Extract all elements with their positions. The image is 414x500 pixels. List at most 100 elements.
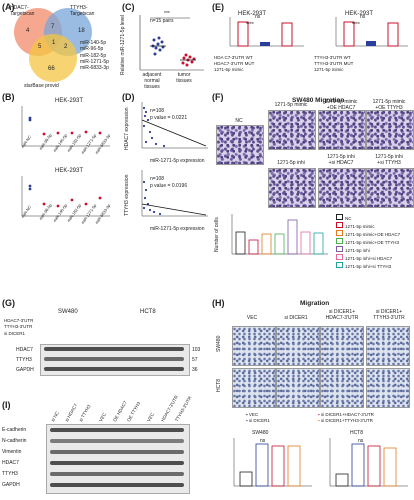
plot-d-bottom xyxy=(141,170,208,217)
venn-label-ttyh3: TTYH3- Targetscan xyxy=(70,5,95,17)
e-row: HDAC7-3'UTR MUT xyxy=(214,60,255,66)
d-bottom-ylabel: TTYH3 expression xyxy=(124,174,130,216)
f-img-inhi xyxy=(268,168,316,208)
f-legend-label: 1271-5p inhi xyxy=(345,248,370,254)
venn-n5: 1 xyxy=(52,40,56,46)
e-rows-right: TTYH3-3'UTR WT TTYH3-3'UTR MUT 1271-5p m… xyxy=(314,55,353,73)
i-protein: N-cadherin xyxy=(2,438,27,444)
d-bottom-n: n=108 xyxy=(150,176,165,182)
g-row: si DICER1 xyxy=(4,330,26,336)
f-legend-item: 1271-5p mimic+OE HDAC7 xyxy=(336,230,400,238)
f-legend-label: 1271-5p mimic xyxy=(345,224,375,230)
e-row: 1271-5p mimic xyxy=(314,66,344,72)
i-band xyxy=(50,461,184,465)
i-protein-labels: E-cadherin N-cadherin Vimentin HDAC7 TTY… xyxy=(2,425,26,491)
panel-label-a: (A) xyxy=(2,2,15,12)
f-img-mimic-hdac7 xyxy=(318,110,366,150)
h-legend-item: ▪ VEC xyxy=(246,412,259,417)
f-legend-label: 1271-5p mimic+OE HDAC7 xyxy=(345,232,401,238)
annot-c: n=15 pairs xyxy=(150,18,174,24)
plot-b-top xyxy=(21,106,110,147)
h-row-hct8: HCT8 xyxy=(216,378,222,392)
d-top-xlabel: miR-1271-5p expression xyxy=(150,158,205,164)
i-protein: HDAC7 xyxy=(2,460,19,466)
plot-e xyxy=(229,17,408,47)
i-col: si TTYH3 xyxy=(78,403,92,423)
i-blot xyxy=(46,424,190,494)
h-img xyxy=(276,368,320,408)
h-legend-item: ▪ si DICER1+HDAC7-3'UTR xyxy=(318,412,374,417)
h-img xyxy=(232,368,276,408)
venn-n3: 18 xyxy=(78,28,85,34)
xlabel-c1: adjacent normal tissues xyxy=(142,72,162,90)
f-legend-item: NC xyxy=(336,214,400,222)
f-img-mimic xyxy=(268,110,316,150)
plot-c xyxy=(139,15,204,71)
h-legend-2: ▪ si DICER1+HDAC7-3'UTR ▪ si DICER1+TTYH… xyxy=(318,412,374,424)
h-col-0: VEC xyxy=(246,315,258,321)
g-band-gapdh xyxy=(44,367,184,371)
f-legend-item: 1271-5p inhi+si TTYH3 xyxy=(336,262,400,270)
f-ylabel: Number of cells xyxy=(214,217,220,252)
venn-label-starbase: starBase provid xyxy=(24,83,59,89)
e-sig-left: **** xyxy=(246,22,254,28)
panel-label-e: (E) xyxy=(212,2,224,12)
f-legend-label: 1271-5p inhi+si HDAC7 xyxy=(345,256,393,262)
h-col-3: si DICER1+ TTYH3-3'UTR xyxy=(373,309,405,321)
e-sig-right: **** xyxy=(352,22,360,28)
h-bar-title-sw480: SW480 xyxy=(252,430,269,436)
g-band-ttyh3 xyxy=(44,357,184,361)
h-img xyxy=(320,326,364,366)
venn-n1: 4 xyxy=(26,28,30,34)
f-img-inhi-hdac7 xyxy=(318,168,366,208)
panel-label-c: (C) xyxy=(122,2,135,12)
d-bottom-xlabel: miR-1271-5p expression xyxy=(150,226,205,232)
mir-item: miR-140-5p xyxy=(80,40,107,46)
g-protein: GAPDH xyxy=(16,367,34,373)
sig-c: *** xyxy=(164,11,170,17)
h-row-sw480: SW480 xyxy=(216,335,222,352)
plot-f-bars xyxy=(231,214,328,255)
f-legend-item: 1271-5p mimic+OE TTYH3 xyxy=(336,238,400,246)
h-legend-label: si DICER1+TTYH3-3'UTR xyxy=(320,418,373,424)
i-col: si HDAC7 xyxy=(64,402,79,423)
i-band xyxy=(50,472,184,476)
e-rows-left: HDA C7-3'UTR WT HDAC7-3'UTR MUT 1271-5p … xyxy=(214,55,254,73)
plot-b-bottom xyxy=(21,176,110,217)
h-col-2: si DICER1+ HDAC7-3'UTR xyxy=(325,309,359,321)
panel-label-g: (G) xyxy=(2,298,15,308)
d-top-ylabel: HDAC7 expression xyxy=(124,107,130,150)
venn-diagram xyxy=(14,8,92,82)
e-row: HDA C7-3'UTR WT xyxy=(214,55,253,60)
plot-d-top xyxy=(141,102,208,149)
ylabel-c: Relative miR-1271-5p level xyxy=(120,14,126,75)
g-group-sw480: SW480 xyxy=(58,309,78,315)
g-band-hdac7 xyxy=(44,347,184,351)
panel-label-i: (I) xyxy=(2,400,11,410)
i-protein: E-cadherin xyxy=(2,427,27,433)
h-legend-label: VEC xyxy=(248,412,259,417)
xlabel-c2: tumor tissues xyxy=(176,72,192,84)
h-legend-item: ▪ si DICER1+TTYH3-3'UTR xyxy=(318,418,373,424)
d-top-n: n=108 xyxy=(150,108,165,114)
h-img xyxy=(232,326,276,366)
i-band xyxy=(50,439,184,443)
g-group-hct8: HCT8 xyxy=(140,309,156,315)
g-kda-labels: 103 57 36 xyxy=(192,345,200,375)
venn-n6: 2 xyxy=(64,44,68,50)
d-top-p: p value = 0.0221 xyxy=(150,115,188,121)
f-img-inhi-ttyh3 xyxy=(366,168,414,208)
g-row: HDAC7-3'UTR xyxy=(4,318,34,323)
g-kda: 57 xyxy=(192,357,198,363)
b-cell-top: HEK-293T xyxy=(55,98,84,104)
g-protein: HDAC7 xyxy=(16,347,33,353)
venn-n7: 66 xyxy=(48,66,55,72)
f-legend-item: 1271-5p mimic xyxy=(336,222,400,230)
f-legend-label: 1271-5p mimic+OE TTYH3 xyxy=(345,240,400,246)
h-img xyxy=(366,368,410,408)
e-ns-right: ns xyxy=(360,14,366,20)
e-row: TTYH3-3'UTR WT xyxy=(314,55,351,60)
f-img-nc xyxy=(216,125,264,165)
mir-item: miR-1271-5p xyxy=(80,58,109,65)
mir-item: miR-6833-3p xyxy=(80,65,109,71)
